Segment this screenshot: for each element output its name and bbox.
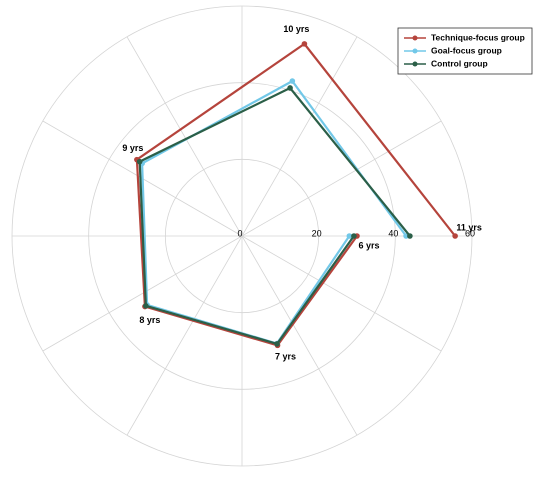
category-label: 9 yrs bbox=[122, 143, 143, 153]
marker bbox=[287, 85, 293, 91]
legend-label: Technique-focus group bbox=[431, 32, 525, 42]
series-line bbox=[140, 79, 407, 345]
spoke bbox=[126, 235, 243, 436]
marker bbox=[301, 41, 308, 47]
r-tick-label: 0 bbox=[237, 228, 242, 238]
marker bbox=[274, 341, 280, 347]
spoke bbox=[241, 235, 358, 436]
marker bbox=[143, 303, 149, 309]
marker bbox=[136, 158, 143, 165]
grid-ring bbox=[164, 158, 320, 314]
category-label: 10 yrs bbox=[283, 24, 309, 34]
r-tick-label: 40 bbox=[388, 228, 398, 238]
legend-marker bbox=[412, 35, 418, 41]
spoke bbox=[126, 36, 243, 237]
marker bbox=[289, 78, 296, 84]
r-tick-label: 20 bbox=[312, 228, 322, 238]
spoke bbox=[241, 235, 442, 352]
marker bbox=[452, 233, 458, 239]
series-line bbox=[135, 42, 456, 347]
category-label: 6 yrs bbox=[358, 240, 379, 250]
category-label: 7 yrs bbox=[275, 352, 296, 362]
marker bbox=[407, 233, 413, 239]
category-label: 11 yrs bbox=[456, 222, 482, 232]
marker bbox=[346, 233, 353, 239]
legend-label: Goal-focus group bbox=[431, 45, 502, 55]
series-line bbox=[138, 86, 411, 346]
legend-marker bbox=[412, 61, 418, 67]
legend-label: Control group bbox=[431, 58, 488, 68]
grid-ring bbox=[88, 82, 396, 390]
spoke bbox=[241, 120, 442, 237]
spoke bbox=[42, 235, 243, 352]
r-tick-label: 60 bbox=[465, 228, 475, 238]
marker bbox=[351, 233, 357, 239]
grid-ring bbox=[11, 5, 473, 467]
spoke bbox=[241, 36, 358, 237]
legend-marker bbox=[412, 48, 418, 54]
category-label: 8 yrs bbox=[139, 315, 160, 325]
